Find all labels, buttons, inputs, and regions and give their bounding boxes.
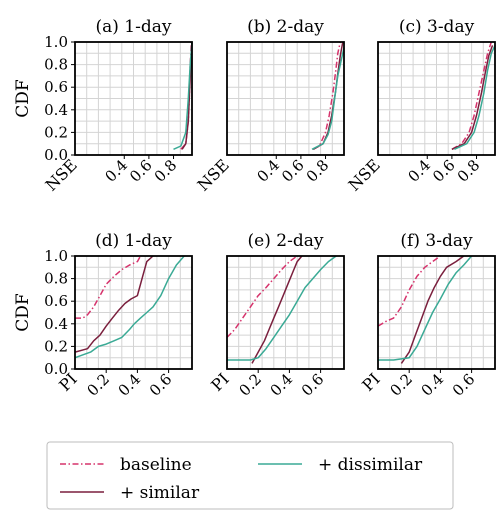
series-line-baseline <box>75 255 142 319</box>
panel-pi-2day: (e) 2-day 0.2 0.4 0.6 PI <box>207 231 345 400</box>
series-line-similar <box>74 255 154 353</box>
x-axis-label: PI <box>207 369 233 395</box>
x-axis-label: NSE <box>193 155 232 194</box>
series-line-similar <box>251 255 303 364</box>
y-tick-label: 0.8 <box>44 56 68 74</box>
x-tick-label: 0.6 <box>429 156 459 186</box>
panel-nse-1day: (a) 1-day0.00.20.40.60.81.0CDF0.40.60.8N… <box>13 17 193 195</box>
x-axis-label: NSE <box>344 155 383 194</box>
x-tick-label: 0.6 <box>126 156 156 186</box>
x-axis-label: PI <box>358 369 384 395</box>
panel-title: (e) 2-day <box>248 231 324 251</box>
panel-title: (c) 3-day <box>399 17 475 37</box>
y-tick-label: 1.0 <box>44 33 68 51</box>
series-line-baseline <box>451 41 493 150</box>
series-line-dissimilar <box>227 255 337 361</box>
x-tick-label: 0.6 <box>298 370 328 400</box>
series-line-dissimilar <box>74 255 185 359</box>
x-tick-label: 0.2 <box>83 370 113 400</box>
panel-title: (d) 1-day <box>95 231 172 251</box>
legend-frame <box>46 441 454 510</box>
x-tick-label: 0.4 <box>101 156 131 186</box>
panels: (a) 1-day0.00.20.40.60.81.0CDF0.40.60.8N… <box>13 17 496 400</box>
x-tick-label: 0.4 <box>267 370 297 400</box>
series-line-similar <box>400 255 465 364</box>
y-tick-label: 0.8 <box>44 270 68 288</box>
plot-frame <box>226 41 345 156</box>
plot-frame <box>226 255 345 370</box>
x-tick-label: 0.2 <box>386 370 416 400</box>
x-tick-label: 0.8 <box>303 156 333 186</box>
y-tick-label: 0.6 <box>44 292 68 310</box>
y-tick-label: 0.2 <box>44 123 68 141</box>
y-tick-label: 0.4 <box>44 101 68 119</box>
legend-label-dissimilar: + dissimilar <box>318 455 423 475</box>
y-tick-label: 0.0 <box>44 146 68 164</box>
panel-nse-2day: (b) 2-day 0.40.60.8 NSE <box>193 17 345 195</box>
plot-frame <box>377 41 496 156</box>
x-tick-label: 0.6 <box>146 370 176 400</box>
y-axis-label: CDF <box>13 79 33 118</box>
series-line-baseline <box>312 41 342 150</box>
series-line-dissimilar <box>173 41 193 150</box>
plot-frame <box>74 255 193 370</box>
plot-frame <box>377 255 496 370</box>
legend-label-baseline: baseline <box>120 455 192 475</box>
x-tick-label: 0.8 <box>454 156 484 186</box>
plot-frame <box>74 41 193 156</box>
y-tick-label: 0.6 <box>44 78 68 96</box>
x-tick-label: 0.4 <box>253 156 283 186</box>
x-tick-label: 0.4 <box>418 370 448 400</box>
x-tick-label: 0.8 <box>151 156 181 186</box>
y-tick-label: 0.4 <box>44 315 68 333</box>
series-line-similar <box>451 45 494 150</box>
panel-title: (a) 1-day <box>96 17 172 37</box>
y-tick-label: 0.2 <box>44 337 68 355</box>
x-tick-label: 0.2 <box>235 370 265 400</box>
x-tick-label: 0.4 <box>404 156 434 186</box>
y-tick-label: 0.0 <box>44 360 68 378</box>
y-tick-label: 1.0 <box>44 247 68 265</box>
series-line-baseline <box>226 255 298 338</box>
series-line-dissimilar <box>311 47 345 150</box>
panel-pi-3day: (f) 3-day 0.2 0.4 0.6 PI <box>358 231 496 400</box>
series-line-baseline <box>377 255 441 327</box>
panel-title: (b) 2-day <box>247 17 324 37</box>
legend-label-similar: + similar <box>120 483 200 503</box>
x-tick-label: 0.6 <box>449 370 479 400</box>
x-tick-label: 0.4 <box>115 370 145 400</box>
x-tick-label: 0.6 <box>278 156 308 186</box>
legend: baseline + similar + dissimilar <box>46 441 454 510</box>
y-axis-label: CDF <box>13 293 33 332</box>
series-line-dissimilar <box>454 45 496 150</box>
panel-title: (f) 3-day <box>400 231 473 251</box>
series-line-dissimilar <box>378 255 473 361</box>
panel-nse-3day: (c) 3-day 0.40.60.8 NSE <box>344 17 496 195</box>
